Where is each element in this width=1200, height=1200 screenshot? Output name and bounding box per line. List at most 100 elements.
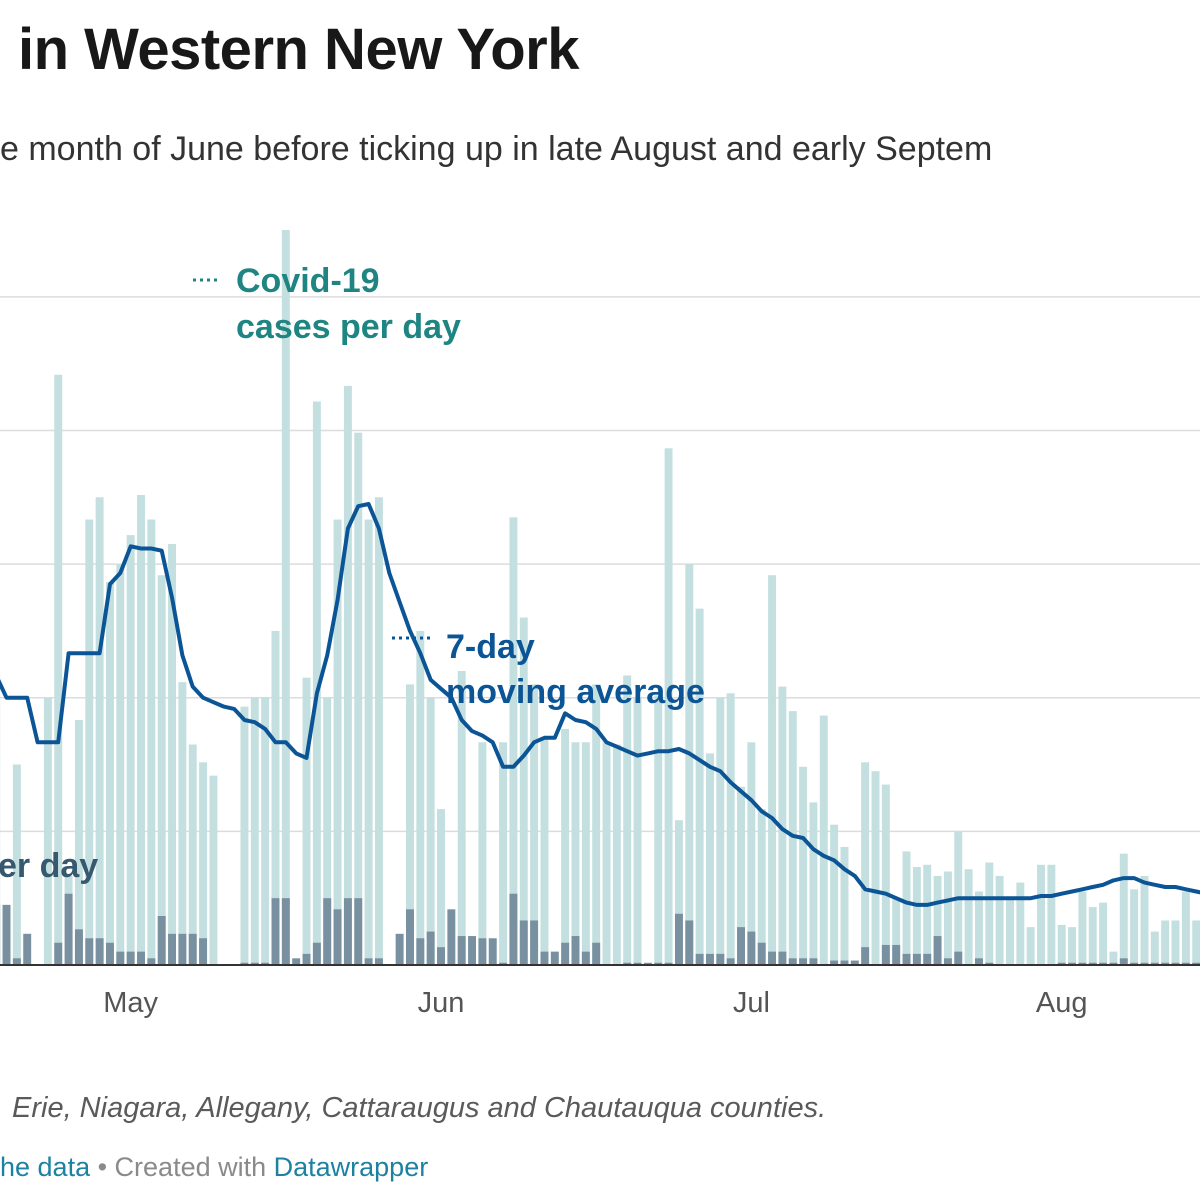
case-bar [695, 608, 704, 965]
case-bar [116, 564, 125, 965]
case-bar [312, 401, 321, 965]
case-bar [43, 697, 52, 965]
case-bar [426, 697, 435, 965]
deaths-label: er day [0, 847, 98, 885]
death-bar [706, 953, 714, 965]
case-bar [157, 575, 166, 965]
case-bar [281, 230, 290, 965]
case-bar [168, 544, 177, 965]
case-bar [871, 771, 880, 965]
case-bar [1192, 920, 1200, 965]
case-bar [250, 697, 259, 965]
death-bar [1150, 962, 1159, 965]
death-bar [768, 951, 777, 965]
case-bar [1161, 920, 1170, 965]
case-bar [674, 820, 683, 965]
case-bar [768, 575, 777, 965]
death-bar [1078, 962, 1087, 965]
death-bar [1119, 958, 1128, 965]
case-bar [685, 564, 694, 965]
death-bar [892, 944, 901, 965]
datawrapper-link[interactable]: Datawrapper [273, 1152, 429, 1182]
death-bar [323, 898, 332, 965]
case-bar [933, 875, 942, 965]
case-bar [209, 775, 218, 965]
x-tick-label: Jul [733, 987, 770, 1019]
death-bar [561, 942, 570, 965]
case-bar [240, 706, 249, 965]
death-bar [1130, 962, 1139, 965]
x-tick-label: Aug [1036, 987, 1088, 1019]
death-bar [457, 936, 466, 965]
case-bar [861, 762, 870, 965]
death-bar [64, 893, 73, 965]
death-bar [643, 962, 652, 965]
case-bar [964, 869, 973, 965]
death-bar [923, 953, 932, 965]
chart-subtitle: e month of June before ticking up in lat… [0, 130, 993, 168]
case-bar [1088, 907, 1097, 965]
death-bar [147, 958, 156, 965]
death-bar [840, 960, 849, 965]
death-bar [726, 958, 735, 965]
case-bar [457, 671, 466, 965]
death-bar [23, 933, 32, 965]
case-bar [819, 715, 828, 965]
cases-label-line2: cases per day [236, 308, 461, 346]
death-bar [530, 920, 539, 965]
death-bar [571, 936, 580, 965]
case-bar [478, 742, 487, 965]
death-bar [240, 962, 249, 965]
death-bar [695, 953, 704, 965]
case-bar [799, 766, 808, 965]
death-bar [178, 933, 187, 965]
chart-title: in Western New York [18, 17, 580, 82]
x-tick-label: May [103, 987, 158, 1019]
case-bar [95, 497, 104, 965]
case-bar [716, 697, 725, 965]
case-bar [364, 519, 373, 965]
case-bar [1119, 853, 1128, 965]
case-bar [747, 742, 756, 965]
case-bar [105, 581, 114, 965]
death-bar [447, 909, 456, 965]
death-bar [292, 958, 301, 965]
death-bar [281, 898, 290, 965]
x-tick-label: Jun [418, 987, 465, 1019]
case-bar [1006, 898, 1014, 965]
case-bar [623, 675, 632, 965]
death-bar [747, 931, 756, 965]
death-bar [395, 933, 404, 965]
chart-note: Erie, Niagara, Allegany, Cattaraugus and… [12, 1092, 827, 1124]
death-bar [478, 938, 487, 965]
cases-bars [0, 230, 1200, 966]
case-bar [1016, 882, 1025, 965]
death-bar [499, 962, 508, 965]
case-bar [323, 697, 332, 965]
death-bar [902, 953, 911, 965]
death-bar [799, 958, 808, 965]
case-bar [178, 682, 187, 965]
case-bar [1140, 875, 1149, 965]
case-bar [147, 519, 156, 965]
case-bar [199, 762, 208, 965]
death-bar [437, 947, 445, 965]
death-bar [74, 929, 83, 965]
case-bar [1109, 951, 1118, 965]
case-bar [912, 867, 921, 965]
death-bar [519, 920, 528, 965]
death-bar [757, 942, 766, 965]
case-bar [706, 753, 714, 965]
case-bar [726, 693, 735, 965]
case-bar [1037, 864, 1045, 965]
case-bar [612, 744, 621, 965]
case-bar [1026, 927, 1035, 965]
case-bar [840, 846, 849, 965]
death-bar [468, 936, 477, 965]
death-bar [1068, 962, 1077, 965]
case-bar [499, 742, 508, 965]
death-bar [861, 947, 870, 965]
death-bar [778, 951, 787, 965]
average-label-line2: moving average [446, 673, 705, 711]
get-the-data-link[interactable]: he data [0, 1152, 91, 1182]
